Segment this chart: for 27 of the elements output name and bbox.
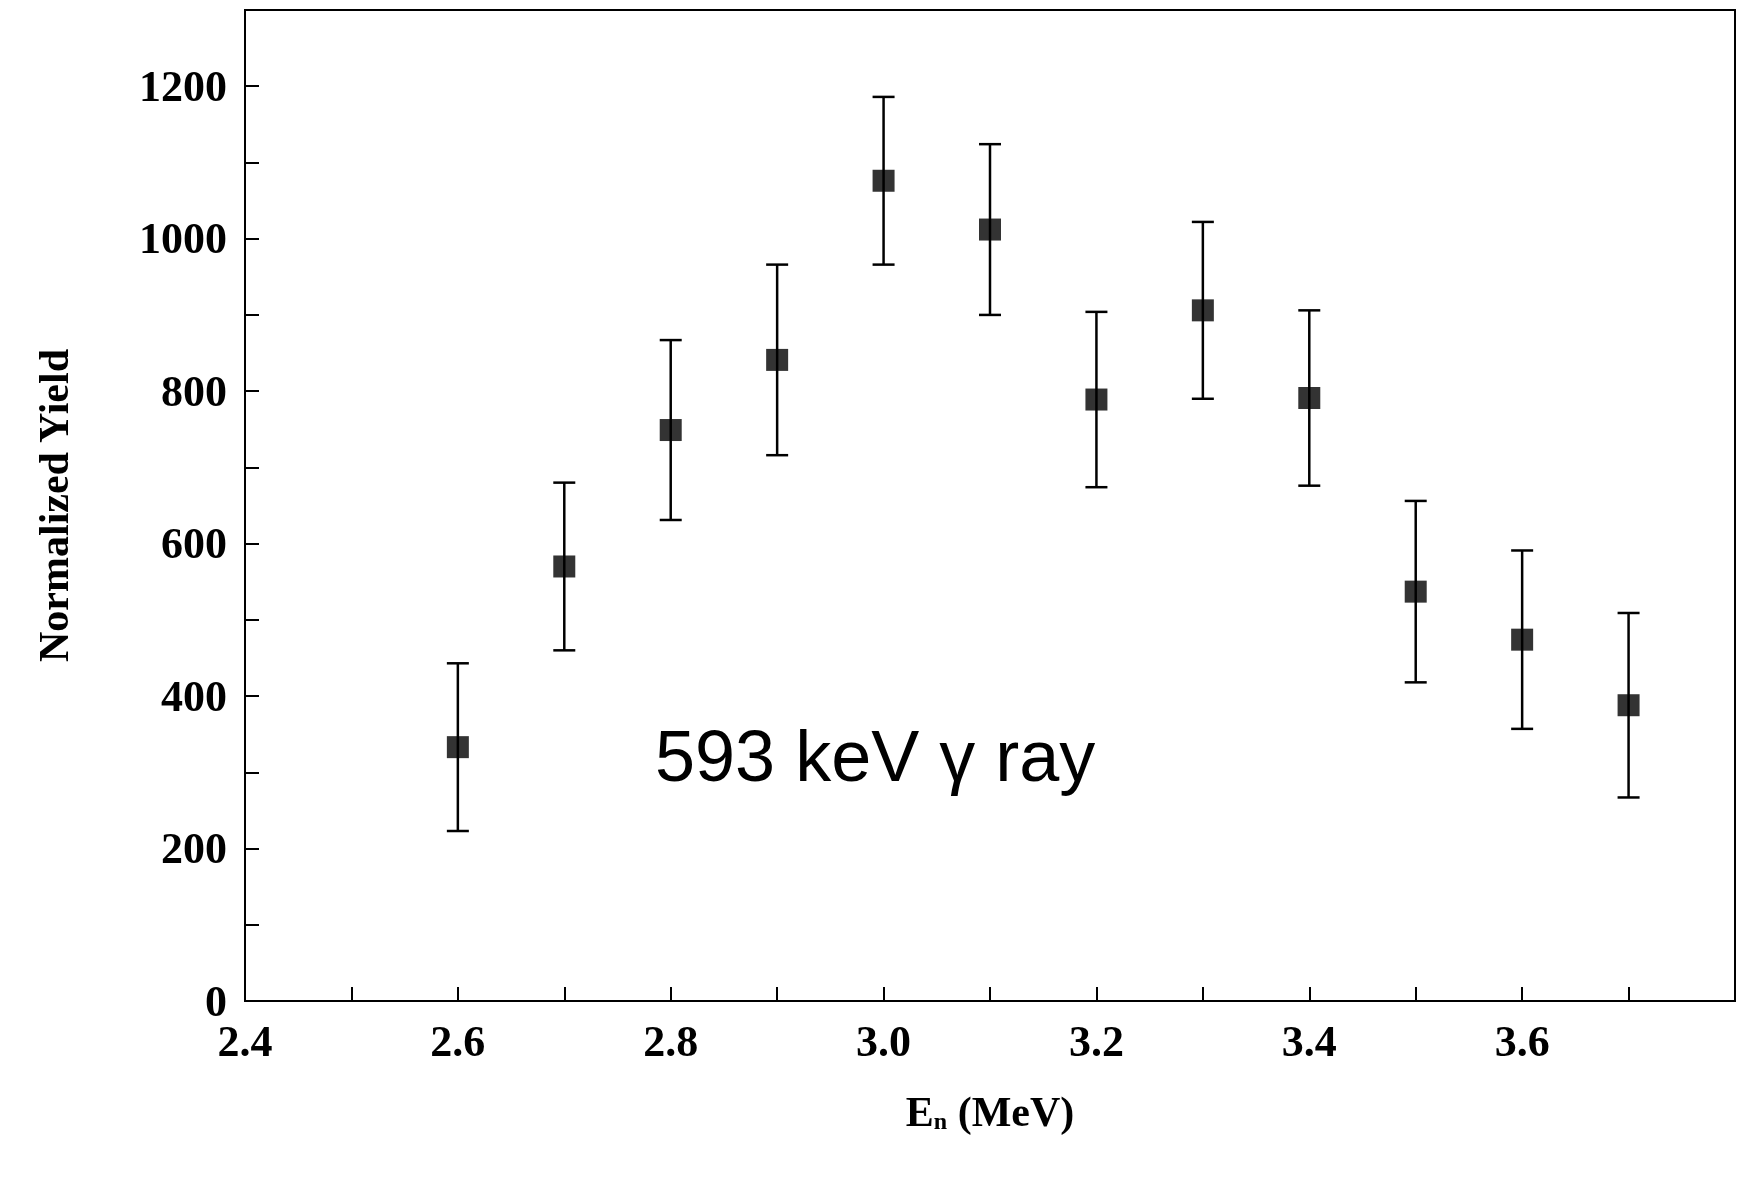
point: [1191, 299, 1214, 322]
point: [1298, 387, 1321, 410]
point: [553, 555, 576, 578]
x-axis-title: En (MeV): [905, 1089, 1075, 1136]
point: [1404, 580, 1427, 603]
point: [872, 169, 895, 192]
y-tick-label: 600: [161, 519, 227, 569]
point: [766, 348, 789, 371]
annotation: 593 keV γ ray: [655, 716, 1096, 796]
x-tick-label: 3.4: [1281, 1016, 1337, 1066]
x-tick-label: 2.6: [430, 1016, 486, 1066]
y-tick-label: 1000: [139, 214, 227, 264]
point: [659, 419, 682, 442]
y-tick-label: 400: [161, 671, 227, 721]
y-axis-title: Normalized Yield: [31, 349, 77, 662]
x-tick-label: 3.6: [1494, 1016, 1550, 1066]
y-tick-label: 200: [161, 824, 227, 874]
point: [979, 218, 1001, 241]
x-tick-label: 3.0: [856, 1016, 912, 1066]
point: [1085, 388, 1108, 411]
y-tick-label: 800: [161, 366, 227, 416]
point: [1617, 694, 1640, 717]
point: [446, 736, 469, 759]
x-tick-label: 2.8: [643, 1016, 699, 1066]
y-tick-label: 1200: [139, 61, 227, 111]
point: [1511, 628, 1534, 651]
x-tick-label: 3.2: [1068, 1016, 1124, 1066]
